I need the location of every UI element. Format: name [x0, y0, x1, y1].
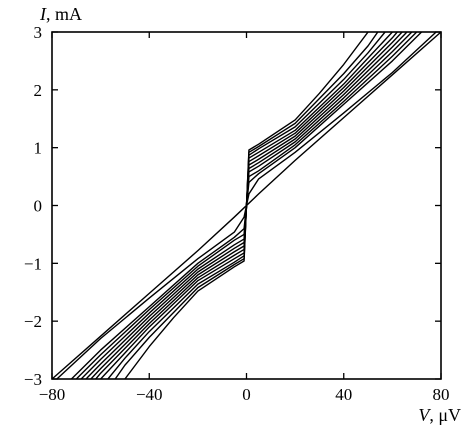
x-tick-label: 0 — [242, 385, 251, 404]
curve-group — [52, 32, 441, 379]
x-tick-label: −80 — [39, 385, 66, 404]
x-axis-variable: V — [418, 405, 431, 425]
x-tick-label: 40 — [335, 385, 352, 404]
x-tick-label: −40 — [136, 385, 163, 404]
y-tick-label: −3 — [24, 370, 42, 389]
x-axis-label: V, μV — [418, 405, 461, 425]
x-axis: −80 −40 0 40 80 — [39, 32, 450, 404]
y-tick-label: −1 — [24, 254, 42, 273]
y-tick-label: 1 — [34, 139, 43, 158]
y-axis-variable: I — [39, 4, 47, 24]
y-axis: −3 −2 −1 0 1 2 3 — [24, 23, 441, 389]
y-tick-label: 0 — [34, 197, 43, 216]
x-tick-label: 80 — [433, 385, 450, 404]
y-axis-label: I, mA — [39, 4, 82, 24]
y-tick-label: −2 — [24, 312, 42, 331]
y-tick-label: 3 — [34, 23, 43, 42]
iv-curve-12 — [124, 32, 369, 379]
y-tick-label: 2 — [34, 81, 43, 100]
y-axis-unit: , mA — [46, 4, 82, 24]
x-axis-unit: , μV — [429, 405, 461, 425]
